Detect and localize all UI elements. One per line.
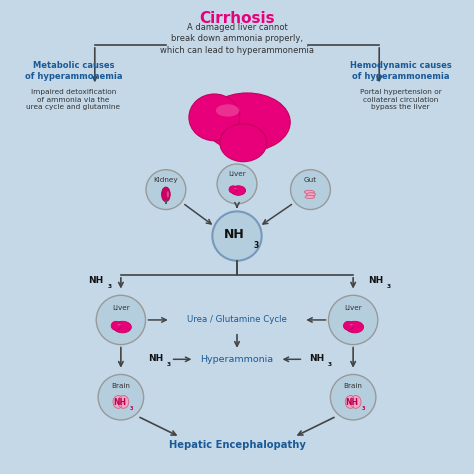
Text: 3: 3 bbox=[253, 241, 258, 250]
Ellipse shape bbox=[305, 195, 315, 199]
Text: 3: 3 bbox=[387, 284, 391, 289]
Circle shape bbox=[217, 164, 257, 204]
Ellipse shape bbox=[220, 124, 267, 162]
Text: NH: NH bbox=[368, 276, 383, 284]
Circle shape bbox=[98, 374, 144, 420]
Text: 3: 3 bbox=[129, 406, 133, 411]
Text: NH: NH bbox=[113, 399, 127, 407]
Circle shape bbox=[330, 374, 376, 420]
Circle shape bbox=[328, 295, 378, 345]
Ellipse shape bbox=[117, 324, 121, 326]
Text: Gut: Gut bbox=[304, 177, 317, 182]
Ellipse shape bbox=[307, 192, 316, 196]
Text: NH: NH bbox=[89, 276, 104, 284]
Ellipse shape bbox=[304, 190, 314, 193]
Text: Brain: Brain bbox=[111, 383, 130, 389]
Text: Liver: Liver bbox=[344, 305, 362, 310]
Text: 3: 3 bbox=[328, 362, 332, 367]
Text: Portal hypertension or
collateral circulation
bypass the liver: Portal hypertension or collateral circul… bbox=[360, 89, 441, 110]
Text: NH: NH bbox=[224, 228, 245, 241]
Text: Impaired detoxification
of ammonia via the
urea cycle and glutamine: Impaired detoxification of ammonia via t… bbox=[27, 89, 120, 110]
Ellipse shape bbox=[345, 395, 356, 408]
Ellipse shape bbox=[111, 321, 121, 330]
Text: NH: NH bbox=[346, 399, 359, 407]
Text: Hepatic Encephalopathy: Hepatic Encephalopathy bbox=[169, 439, 305, 450]
Text: Metabolic causes
of hyperammonemia: Metabolic causes of hyperammonemia bbox=[25, 61, 122, 81]
Text: Urea / Glutamine Cycle: Urea / Glutamine Cycle bbox=[187, 316, 287, 324]
Text: 3: 3 bbox=[107, 284, 111, 289]
Ellipse shape bbox=[113, 395, 124, 408]
Ellipse shape bbox=[216, 104, 239, 117]
Text: Liver: Liver bbox=[228, 171, 246, 177]
Circle shape bbox=[212, 211, 262, 261]
Text: A damaged liver cannot
break down ammonia properly,
which can lead to hyperammon: A damaged liver cannot break down ammoni… bbox=[160, 23, 314, 55]
Circle shape bbox=[146, 170, 186, 210]
Text: Brain: Brain bbox=[344, 383, 363, 389]
Text: Liver: Liver bbox=[112, 305, 130, 310]
Ellipse shape bbox=[114, 321, 131, 333]
Ellipse shape bbox=[118, 395, 129, 408]
Ellipse shape bbox=[350, 395, 361, 408]
Ellipse shape bbox=[346, 321, 364, 333]
Ellipse shape bbox=[234, 188, 237, 189]
Text: Hyperammonia: Hyperammonia bbox=[201, 355, 273, 364]
Ellipse shape bbox=[349, 324, 354, 326]
Ellipse shape bbox=[189, 94, 240, 141]
Circle shape bbox=[291, 170, 330, 210]
Ellipse shape bbox=[167, 191, 169, 198]
Circle shape bbox=[96, 295, 146, 345]
Ellipse shape bbox=[162, 187, 170, 201]
Text: 3: 3 bbox=[166, 362, 171, 367]
Ellipse shape bbox=[231, 186, 246, 195]
Text: NH: NH bbox=[148, 354, 163, 363]
Bar bbox=[165, 201, 166, 204]
Text: Cirrhosis: Cirrhosis bbox=[199, 11, 275, 27]
Ellipse shape bbox=[204, 93, 290, 151]
Text: NH: NH bbox=[309, 354, 324, 363]
Text: Hemodynamic causes
of hyperammonemia: Hemodynamic causes of hyperammonemia bbox=[350, 61, 451, 81]
Text: 3: 3 bbox=[362, 406, 365, 411]
Ellipse shape bbox=[344, 321, 353, 330]
Ellipse shape bbox=[229, 186, 237, 193]
Text: Kidney: Kidney bbox=[154, 177, 178, 182]
